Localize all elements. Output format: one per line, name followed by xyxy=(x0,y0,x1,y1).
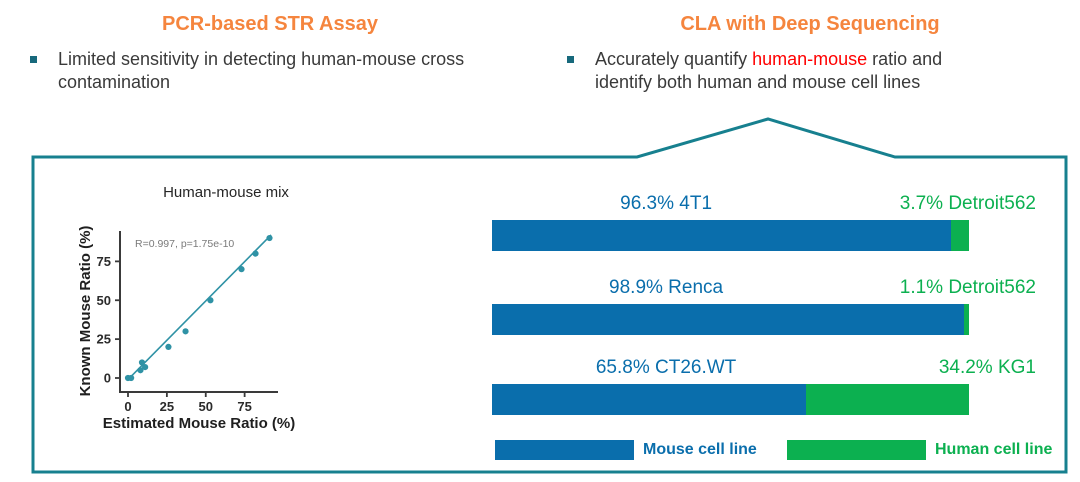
bar-group: 98.9% Renca 1.1% Detroit562 xyxy=(492,276,1036,335)
mouse-percentage-label: 98.9% Renca xyxy=(609,277,724,298)
mouse-legend-swatch xyxy=(495,440,634,460)
cla-seq-bullet-text: Accurately quantify human-mouse ratio an… xyxy=(595,48,1003,94)
scatter-annotation: R=0.997, p=1.75e-10 xyxy=(135,238,234,250)
scatter-ticks: 0 25 50 75 0 25 50 75 xyxy=(97,254,252,414)
human-legend-swatch xyxy=(787,440,926,460)
y-axis-label: Known Mouse Ratio (%) xyxy=(77,226,94,397)
data-point xyxy=(238,266,245,273)
human-percentage-label: 34.2% KG1 xyxy=(938,357,1036,378)
scatter-points xyxy=(124,234,273,382)
bullet-square-icon xyxy=(30,56,37,63)
data-point xyxy=(266,234,273,242)
mouse-segment xyxy=(492,220,952,251)
legend-item: Mouse cell line xyxy=(495,440,757,460)
x-tick-label: 25 xyxy=(160,399,174,414)
column-pcr-str: PCR-based STR Assay Limited sensitivity … xyxy=(0,10,540,94)
x-tick-label: 50 xyxy=(199,399,213,414)
data-point xyxy=(207,297,214,304)
pcr-str-bullet-item: Limited sensitivity in detecting human-m… xyxy=(0,48,540,94)
y-tick-label: 0 xyxy=(104,371,111,386)
human-percentage-label: 1.1% Detroit562 xyxy=(899,277,1036,298)
data-point xyxy=(138,359,146,366)
data-point xyxy=(165,343,172,350)
bar-group: 65.8% CT26.WT 34.2% KG1 xyxy=(492,356,1036,415)
cla-seq-bullet-item: Accurately quantify human-mouse ratio an… xyxy=(540,48,1080,94)
x-tick-label: 75 xyxy=(237,399,251,414)
mouse-percentage-label: 96.3% 4T1 xyxy=(620,193,713,214)
column-cla-seq: CLA with Deep Sequencing Accurately quan… xyxy=(540,10,1080,94)
comparison-header: PCR-based STR Assay Limited sensitivity … xyxy=(0,10,1080,94)
bars-legend: Mouse cell line Human cell line xyxy=(495,440,1055,462)
human-segment xyxy=(951,220,969,251)
pcr-str-bullet-text: Limited sensitivity in detecting human-m… xyxy=(58,49,465,92)
legend-label: Mouse cell line xyxy=(643,441,757,458)
mouse-segment xyxy=(492,304,964,335)
human-segment xyxy=(963,304,969,335)
bars-chart: 96.3% 4T1 3.7% Detroit562 98.9% Renca 1.1% … xyxy=(492,116,1036,476)
x-axis-label: Estimated Mouse Ratio (%) xyxy=(103,415,296,432)
data-point xyxy=(142,364,149,371)
data-point xyxy=(128,374,135,382)
bar-labels: 65.8% CT26.WT 34.2% KG1 xyxy=(492,356,1036,382)
y-tick-label: 50 xyxy=(97,293,111,308)
pcr-str-title: PCR-based STR Assay xyxy=(162,13,378,35)
legend-item: Human cell line xyxy=(787,440,1052,460)
stacked-bar xyxy=(492,220,969,251)
data-point xyxy=(137,367,144,374)
y-tick-label: 75 xyxy=(97,254,111,269)
bar-group: 96.3% 4T1 3.7% Detroit562 xyxy=(492,192,1036,251)
y-tick-label: 25 xyxy=(97,332,111,347)
data-point xyxy=(252,250,259,257)
legend-label: Human cell line xyxy=(935,441,1053,458)
stacked-bar xyxy=(492,384,969,415)
cla-seq-title: CLA with Deep Sequencing xyxy=(680,13,940,35)
stacked-bar xyxy=(492,304,969,335)
results-panel: Human-mouse mix R=0.997, p=1.75e-10 0 25 5… xyxy=(31,116,1071,476)
trend-line xyxy=(127,234,272,381)
bullet-text-highlight: human-mouse xyxy=(752,49,868,69)
human-percentage-label: 3.7% Detroit562 xyxy=(899,193,1036,214)
data-point xyxy=(182,328,189,335)
human-segment xyxy=(805,384,969,415)
bar-labels: 96.3% 4T1 3.7% Detroit562 xyxy=(492,192,1036,218)
bullet-text-after: ratio and identify both human and mouse … xyxy=(595,49,943,92)
x-tick-label: 0 xyxy=(124,399,131,414)
scatter-title: Human-mouse mix xyxy=(163,184,289,201)
mouse-percentage-label: 65.8% CT26.WT xyxy=(595,357,737,378)
scatter-plot: Human-mouse mix R=0.997, p=1.75e-10 0 25 5… xyxy=(77,184,296,432)
panel-border-callout xyxy=(31,117,1068,474)
mouse-segment xyxy=(492,384,806,415)
bullet-square-icon xyxy=(567,56,574,63)
bullet-text-before: Accurately quantify xyxy=(595,49,753,69)
bar-labels: 98.9% Renca 1.1% Detroit562 xyxy=(492,276,1036,302)
